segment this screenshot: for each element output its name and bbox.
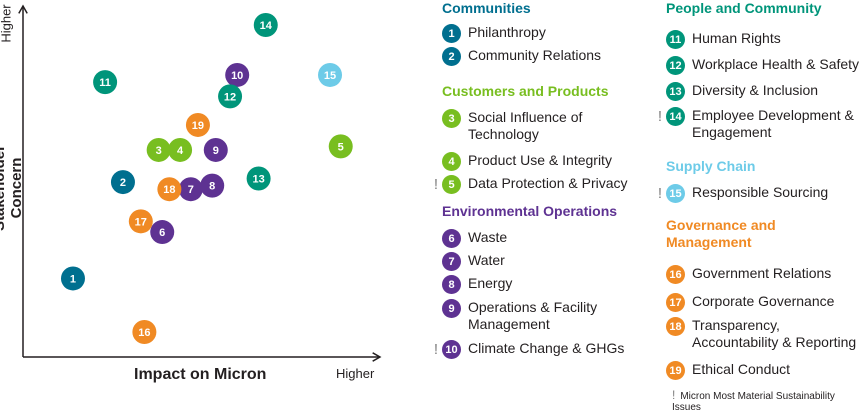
legend-badge-15: 15	[666, 184, 685, 203]
legend-label-16: Government Relations	[692, 265, 862, 282]
issue-point-label-16: 16	[138, 327, 150, 339]
legend-category-title: Supply Chain	[666, 158, 856, 175]
legend-category-title: Communities	[442, 0, 632, 17]
issue-point-label-11: 11	[99, 77, 111, 89]
issue-point-label-2: 2	[120, 177, 126, 189]
legend-badge-7: 7	[442, 252, 461, 271]
legend-item-18: 18 Transparency, Accountability & Reporti…	[666, 317, 862, 350]
issue-point-label-7: 7	[188, 184, 194, 196]
legend-badge-14: 14	[666, 107, 685, 126]
material-marker-15: !	[657, 185, 663, 202]
legend-category-title: Environmental Operations	[442, 203, 632, 220]
legend-label-15: Responsible Sourcing	[692, 184, 862, 201]
legend-item-5: 5 Data Protection & Privacy	[442, 175, 638, 194]
legend-badge-16: 16	[666, 265, 685, 284]
legend-item-3: 3 Social Influence of Technology	[442, 109, 638, 142]
legend-item-15: 15 Responsible Sourcing	[666, 184, 862, 203]
legend-label-3: Social Influence of Technology	[468, 109, 638, 142]
issue-point-label-17: 17	[135, 216, 147, 228]
legend-badge-10: 10	[442, 340, 461, 359]
legend-label-19: Ethical Conduct	[692, 361, 862, 378]
legend-item-17: 17 Corporate Governance	[666, 293, 862, 312]
issue-point-label-6: 6	[159, 227, 165, 239]
issue-point-label-3: 3	[156, 145, 162, 157]
legend-item-2: 2 Community Relations	[442, 47, 638, 66]
legend-badge-12: 12	[666, 56, 685, 75]
legend-item-19: 19 Ethical Conduct	[666, 361, 862, 380]
legend-badge-13: 13	[666, 82, 685, 101]
legend-badge-18: 18	[666, 317, 685, 336]
legend-label-6: Waste	[468, 229, 638, 246]
legend-category-title: People and Community	[666, 0, 856, 17]
legend-label-18: Transparency, Accountability & Reporting	[692, 317, 862, 350]
issue-point-label-4: 4	[177, 145, 184, 157]
issue-point-label-8: 8	[209, 181, 215, 193]
legend-badge-1: 1	[442, 24, 461, 43]
legend-label-13: Diversity & Inclusion	[692, 82, 862, 99]
legend-label-12: Workplace Health & Safety	[692, 56, 862, 73]
legend-label-8: Energy	[468, 275, 638, 292]
legend-badge-11: 11	[666, 30, 685, 49]
material-marker-14: !	[657, 108, 663, 125]
legend-badge-6: 6	[442, 229, 461, 248]
issue-point-label-18: 18	[163, 184, 175, 196]
legend-item-1: 1 Philanthropy	[442, 24, 638, 43]
legend-badge-17: 17	[666, 293, 685, 312]
issue-point-label-14: 14	[260, 20, 273, 32]
legend-label-5: Data Protection & Privacy	[468, 175, 638, 192]
legend-badge-8: 8	[442, 275, 461, 294]
legend-label-2: Community Relations	[468, 47, 638, 64]
material-marker-10: !	[433, 341, 439, 358]
legend-badge-3: 3	[442, 109, 461, 128]
legend-badge-9: 9	[442, 299, 461, 318]
legend-category-title: Governance and Management	[666, 217, 856, 251]
legend-badge-19: 19	[666, 361, 685, 380]
issue-point-label-12: 12	[224, 91, 236, 103]
issue-point-label-9: 9	[213, 145, 219, 157]
legend-item-16: 16 Government Relations	[666, 265, 862, 284]
legend-item-12: 12 Workplace Health & Safety	[666, 56, 862, 75]
issue-point-label-19: 19	[192, 120, 204, 132]
footnote: ! Micron Most Material Sustainability Iss…	[672, 388, 865, 413]
legend-item-8: 8 Energy	[442, 275, 638, 294]
legend-item-13: 13 Diversity & Inclusion	[666, 82, 862, 101]
legend-category-title: Customers and Products	[442, 83, 632, 100]
legend-item-10: 10 Climate Change & GHGs	[442, 340, 638, 359]
footnote-text: Micron Most Material Sustainability Issu…	[672, 391, 835, 413]
legend-item-14: 14 Employee Development & Engagement	[666, 107, 862, 140]
legend-label-11: Human Rights	[692, 30, 862, 47]
legend-item-9: 9 Operations & Facility Management	[442, 299, 638, 332]
legend-badge-5: 5	[442, 175, 461, 194]
legend-item-7: 7 Water	[442, 252, 638, 271]
legend-item-4: 4 Product Use & Integrity	[442, 152, 638, 171]
legend-label-10: Climate Change & GHGs	[468, 340, 638, 357]
legend-label-14: Employee Development & Engagement	[692, 107, 862, 140]
issue-point-label-13: 13	[252, 174, 264, 186]
legend-label-1: Philanthropy	[468, 24, 638, 41]
legend-label-7: Water	[468, 252, 638, 269]
issue-point-label-1: 1	[70, 273, 76, 285]
legend-item-11: 11 Human Rights	[666, 30, 862, 49]
x-axis-title: Impact on Micron	[134, 366, 266, 384]
x-axis-high-label: Higher	[336, 366, 374, 381]
legend-badge-2: 2	[442, 47, 461, 66]
legend-badge-4: 4	[442, 152, 461, 171]
legend-item-6: 6 Waste	[442, 229, 638, 248]
issue-point-label-15: 15	[324, 70, 336, 82]
material-marker-5: !	[433, 176, 439, 193]
legend-label-17: Corporate Governance	[692, 293, 862, 310]
y-axis-high-label: Higher	[0, 3, 14, 45]
legend-label-4: Product Use & Integrity	[468, 152, 638, 169]
issue-point-label-5: 5	[338, 141, 344, 153]
material-marker: !	[672, 388, 675, 402]
legend-label-9: Operations & Facility Management	[468, 299, 638, 332]
issue-point-label-10: 10	[231, 70, 243, 82]
y-axis-title: Stakeholder Concern	[0, 118, 25, 258]
